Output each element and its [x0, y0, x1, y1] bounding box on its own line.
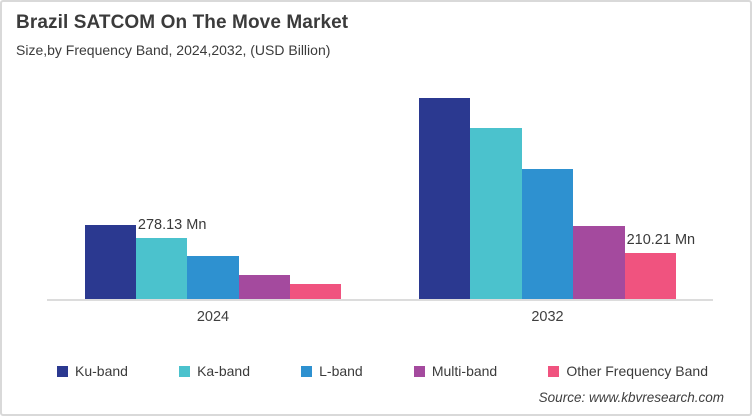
bar-other-frequency-band-2024	[290, 284, 342, 299]
bar-ka-band-2024: 278.13 Mn	[135, 217, 206, 299]
source-text: Source: www.kbvresearch.com	[538, 390, 724, 405]
chart-title: Brazil SATCOM On The Move Market	[16, 12, 349, 33]
plot-area: 278.13 Mn 2024 210.21 Mn 2032	[47, 80, 713, 325]
legend-item-l-band: L-band	[301, 363, 363, 379]
legend-swatch-ku-band	[57, 365, 68, 377]
bar-l-band-2032	[521, 168, 574, 299]
legend-swatch-other-frequency-band	[548, 365, 560, 377]
chart-subtitle: Size,by Frequency Band, 2024,2032, (USD …	[16, 42, 331, 58]
bar-group-2032: 210.21 Mn	[419, 98, 695, 299]
legend-label-l-band: L-band	[319, 363, 363, 379]
legend: Ku-band Ka-band L-band Multi-band Other Freq…	[57, 363, 708, 379]
x-tick-2024: 2024	[196, 309, 230, 325]
legend-item-ka-band: Ka-band	[179, 363, 250, 379]
legend-label-multi-band: Multi-band	[431, 363, 498, 379]
legend-item-other-frequency-band: Other Frequency Band	[548, 363, 708, 379]
bar-ku-band-2032	[419, 98, 471, 299]
legend-swatch-l-band	[301, 365, 313, 377]
legend-item-multi-band: Multi-band	[413, 363, 498, 379]
legend-label-other-frequency-band: Other Frequency Band	[566, 363, 708, 379]
data-label-ka-band-2024: 278.13 Mn	[137, 217, 207, 234]
legend-label-ku-band: Ku-band	[75, 363, 128, 379]
bar-l-band-2024	[187, 256, 239, 299]
bar-multi-band-2032	[573, 226, 625, 299]
legend-swatch-multi-band	[413, 365, 425, 377]
bar-other-frequency-band-2032: 210.21 Mn	[624, 232, 695, 299]
bar-ku-band-2024	[84, 225, 136, 299]
legend-item-ku-band: Ku-band	[57, 363, 128, 379]
legend-swatch-ka-band	[179, 365, 191, 377]
bar-group-2024: 278.13 Mn	[84, 217, 342, 299]
bar-multi-band-2024	[238, 274, 291, 299]
data-label-other-frequency-band-2032: 210.21 Mn	[626, 232, 696, 248]
legend-label-ka-band: Ka-band	[197, 363, 250, 379]
bar-ka-band-2032	[470, 128, 522, 299]
x-tick-2032: 2032	[531, 309, 564, 325]
